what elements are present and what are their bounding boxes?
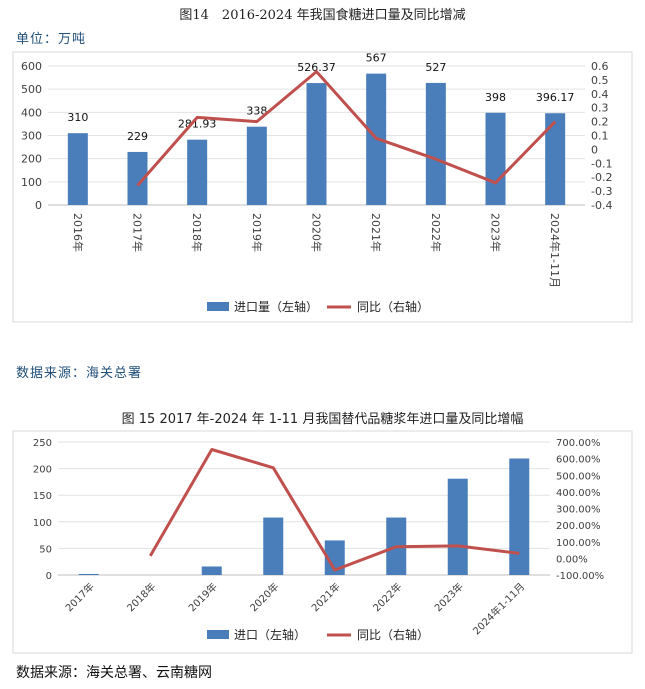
chart-2-category-label: 2017年	[63, 580, 97, 614]
chart-2-bar	[78, 573, 99, 575]
chart-1-category-label: 2023年	[489, 213, 503, 252]
chart-1-bar	[67, 133, 88, 205]
source-note-2: 数据来源：海关总署、云南糖网	[16, 665, 212, 681]
chart-2-right-tick-label: 700.00%	[556, 438, 601, 449]
chart-2-left-tick-label: 150	[33, 491, 52, 502]
chart-1-right-tick-label: -0.2	[591, 171, 612, 184]
chart-1-data-label: 338	[246, 105, 267, 118]
chart-1-data-label: 396.17	[536, 91, 575, 104]
chart-1-bar	[425, 82, 446, 205]
chart-2-right-tick-label: 0.00%	[556, 554, 588, 565]
chart-2-right-tick-label: 200.00%	[556, 521, 601, 532]
chart-2-category-label: 2022年	[370, 580, 404, 614]
chart-1-right-tick-label: -0.1	[591, 157, 612, 170]
chart-2-right-tick-label: 500.00%	[556, 471, 601, 482]
chart-1-left-tick-label: 200	[21, 153, 42, 166]
chart-1-data-label: 229	[127, 130, 148, 143]
chart-2-bar	[263, 517, 284, 575]
chart-1-data-label: 527	[425, 61, 446, 74]
chart-2-bar	[324, 540, 345, 575]
chart-2-right-tick-label: 600.00%	[556, 455, 601, 466]
chart-2-legend-line-label: 同比（右轴）	[357, 627, 429, 642]
chart-1-legend-bar-label: 进口量（左轴）	[234, 299, 318, 314]
chart-1-data-label: 310	[67, 111, 88, 124]
chart-2-bar	[201, 566, 222, 575]
chart-1-legend-bar-swatch	[207, 302, 229, 311]
chart-1-right-tick-label: 0.3	[591, 102, 609, 115]
chart-1-bar	[306, 83, 327, 205]
figure-2-title: 图 15 2017 年-2024 年 1-11 月我国替代品糖浆年进口量及同比增…	[121, 412, 524, 427]
chart-1-category-label: 2022年	[429, 213, 443, 252]
chart-2-category-label: 2021年	[309, 580, 343, 614]
chart-1-bar	[246, 126, 267, 205]
chart-2-legend-bar-swatch	[207, 630, 229, 639]
chart-1-frame	[12, 51, 633, 323]
chart-2-right-tick-label: 400.00%	[556, 488, 601, 499]
chart-1-right-tick-label: 0.1	[591, 130, 609, 143]
chart-1-series-line	[136, 70, 557, 187]
chart-1-bar	[485, 112, 506, 205]
chart-1-left-tick-label: 300	[21, 130, 42, 143]
chart-1-category-label: 2020年	[310, 213, 324, 252]
chart-1-category-label: 2018年	[190, 213, 204, 252]
chart-1-category-label: 2016年	[71, 213, 85, 252]
source-note-1: 数据来源：海关总署	[16, 366, 143, 381]
chart-1-left-tick-label: 600	[21, 60, 42, 73]
chart-2-right-tick-label: 300.00%	[556, 505, 601, 516]
chart-1-left-tick-label: 100	[21, 176, 42, 189]
chart-1-bar	[127, 151, 148, 205]
chart-2-frame	[12, 430, 633, 654]
chart-1-data-label: 526.37	[297, 61, 336, 74]
chart-2-left-tick-label: 250	[33, 438, 52, 449]
figure-1-title: 图14 2016-2024 年我国食糖进口量及同比增减	[179, 8, 466, 23]
chart-1-bar	[545, 113, 566, 205]
chart-2-right-tick-label: -100.00%	[556, 571, 604, 582]
chart-1-right-tick-label: 0.4	[591, 88, 609, 101]
chart-1-category-label: 2021年	[369, 213, 383, 252]
chart-2-series-line	[149, 448, 520, 572]
chart-1-legend-line-label: 同比（右轴）	[357, 299, 429, 314]
chart-2-right-tick-label: 100.00%	[556, 538, 601, 549]
chart-1-bar	[187, 139, 208, 205]
chart-1-category-label: 2019年	[250, 213, 264, 252]
chart-1-data-label: 567	[366, 52, 387, 65]
chart-2-category-label: 2019年	[186, 580, 220, 614]
chart-2-left-tick-label: 50	[39, 544, 52, 555]
chart-2-legend-bar-label: 进口（左轴）	[234, 627, 306, 642]
chart-2-left-tick-label: 200	[33, 465, 52, 476]
chart-2-category-label: 2024年1-11月	[470, 580, 527, 637]
unit-label: 单位：万吨	[16, 32, 87, 47]
chart-1-category-label: 2024年1-11月	[548, 213, 562, 288]
chart-1-right-tick-label: -0.3	[591, 185, 612, 198]
chart-1-data-label: 398	[485, 91, 506, 104]
chart-1-left-tick-label: 500	[21, 83, 42, 96]
chart-1-right-tick-label: 0.2	[591, 116, 609, 129]
chart-1-right-tick-label: 0.6	[591, 60, 609, 73]
chart-2-category-label: 2023年	[432, 580, 466, 614]
chart-2-category-label: 2018年	[124, 580, 158, 614]
chart-1-right-tick-label: 0	[591, 143, 598, 156]
chart-2-left-tick-label: 0	[46, 571, 52, 582]
chart-1-right-tick-label: 0.5	[591, 74, 609, 87]
chart-2-category-label: 2020年	[247, 580, 281, 614]
chart-1-category-label: 2017年	[131, 213, 145, 252]
chart-1-left-tick-label: 0	[35, 199, 42, 212]
chart-2-bar	[509, 458, 530, 575]
chart-2-bar	[447, 478, 468, 575]
chart-2: 0 50 100 150 200 250 700.00% 600.00% 500.00% 400.…	[33, 438, 604, 642]
chart-1-right-tick-label: -0.4	[591, 199, 612, 212]
chart-1-left-tick-label: 400	[21, 106, 42, 119]
chart-2-left-tick-label: 100	[33, 518, 52, 529]
